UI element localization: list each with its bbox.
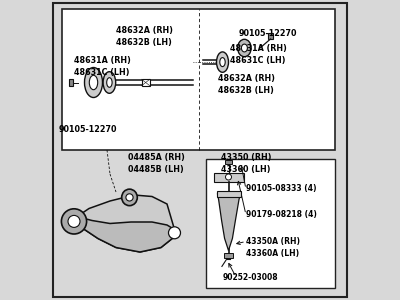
Text: 43350 (RH): 43350 (RH): [221, 153, 272, 162]
Bar: [142, 79, 150, 86]
Bar: [206, 159, 335, 288]
Text: 90179-08218 (4): 90179-08218 (4): [246, 210, 317, 219]
Ellipse shape: [84, 68, 102, 98]
Polygon shape: [70, 214, 176, 252]
Text: 43350A (RH): 43350A (RH): [246, 237, 300, 246]
Ellipse shape: [216, 52, 228, 72]
Text: 48632A (RH): 48632A (RH): [218, 74, 275, 82]
Text: 48631A (RH): 48631A (RH): [230, 44, 287, 52]
Ellipse shape: [122, 189, 137, 206]
Ellipse shape: [242, 44, 247, 52]
Text: 48632A (RH): 48632A (RH): [116, 26, 173, 34]
Bar: [62, 9, 335, 150]
Polygon shape: [77, 195, 176, 252]
Text: 04485B (LH): 04485B (LH): [128, 165, 184, 174]
Bar: [69, 79, 72, 86]
Circle shape: [68, 215, 80, 227]
Bar: [268, 33, 273, 39]
Text: 48632B (LH): 48632B (LH): [218, 85, 274, 94]
Ellipse shape: [126, 194, 133, 201]
Text: 48631A (RH): 48631A (RH): [74, 56, 131, 64]
Text: 48631C (LH): 48631C (LH): [230, 56, 286, 64]
Ellipse shape: [220, 58, 225, 67]
Text: 43360 (LH): 43360 (LH): [221, 165, 270, 174]
Text: 90105-12270: 90105-12270: [239, 28, 298, 38]
Text: 90105-08333 (4): 90105-08333 (4): [246, 184, 317, 194]
Bar: [218, 191, 240, 196]
Bar: [225, 160, 232, 164]
Bar: [214, 172, 244, 182]
Circle shape: [168, 227, 180, 239]
Circle shape: [226, 174, 232, 180]
Text: 90252-03008: 90252-03008: [222, 273, 278, 282]
Text: 43360A (LH): 43360A (LH): [246, 249, 300, 258]
Text: 48632B (LH): 48632B (LH): [116, 38, 172, 46]
Ellipse shape: [89, 75, 98, 90]
Ellipse shape: [103, 72, 116, 93]
Ellipse shape: [238, 39, 251, 57]
Text: 90105-12270: 90105-12270: [59, 124, 118, 134]
Bar: [224, 253, 233, 258]
Text: 04485A (RH): 04485A (RH): [128, 153, 185, 162]
Text: 48631C (LH): 48631C (LH): [74, 68, 130, 76]
Polygon shape: [218, 194, 240, 250]
Circle shape: [62, 209, 86, 234]
Ellipse shape: [107, 78, 112, 87]
